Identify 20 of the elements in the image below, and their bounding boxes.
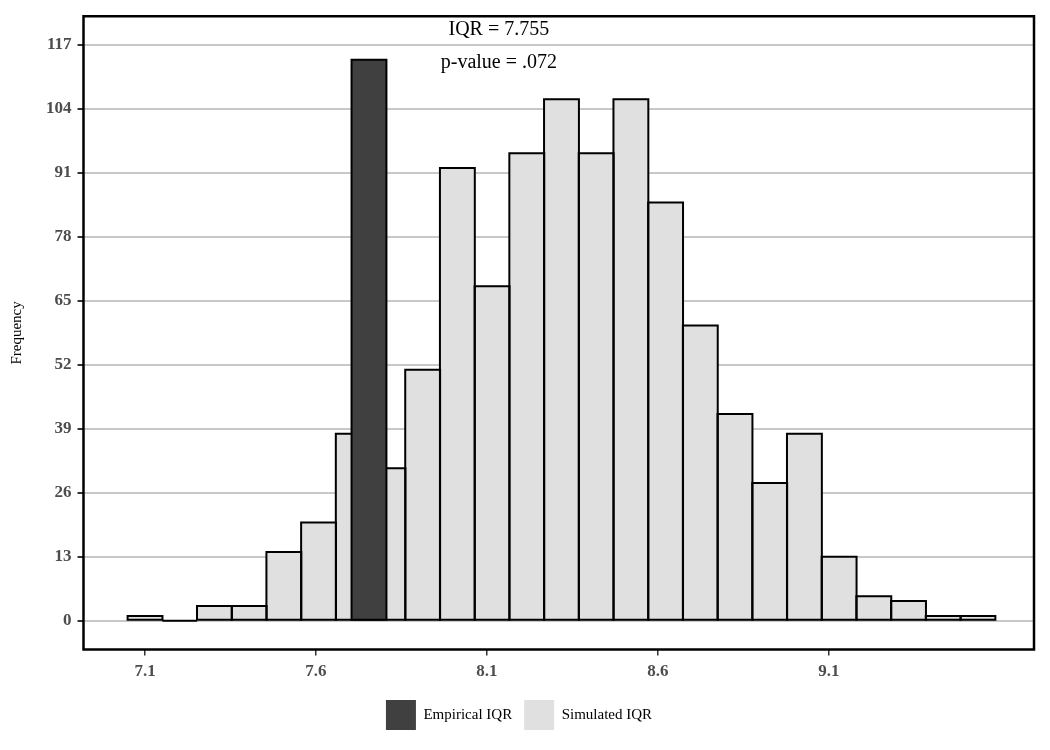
annotation: p-value = .072: [440, 50, 557, 74]
y-tick-label: 52: [54, 354, 72, 374]
y-tick-label: 117: [46, 34, 72, 54]
annotation: IQR = 7.755: [448, 17, 550, 40]
legend-label: Simulated IQR: [561, 705, 653, 722]
y-tick-label: 0: [63, 610, 72, 630]
y-tick-label: 91: [54, 162, 72, 182]
y-axis-title: Frequency: [7, 300, 24, 365]
x-tick-label: 7.1: [134, 661, 156, 681]
y-tick-label: 78: [54, 226, 72, 246]
x-tick-label: 8.6: [647, 661, 669, 681]
y-tick-label: 65: [54, 290, 72, 310]
y-tick-label: 104: [46, 98, 72, 118]
x-tick-label: 8.1: [476, 661, 498, 681]
legend-label: Empirical IQR: [423, 705, 513, 722]
y-tick-label: 39: [54, 418, 72, 438]
x-tick-label: 9.1: [818, 661, 840, 681]
y-tick-label: 26: [54, 482, 72, 502]
y-tick-label: 13: [54, 546, 72, 566]
x-tick-label: 7.6: [305, 661, 327, 681]
